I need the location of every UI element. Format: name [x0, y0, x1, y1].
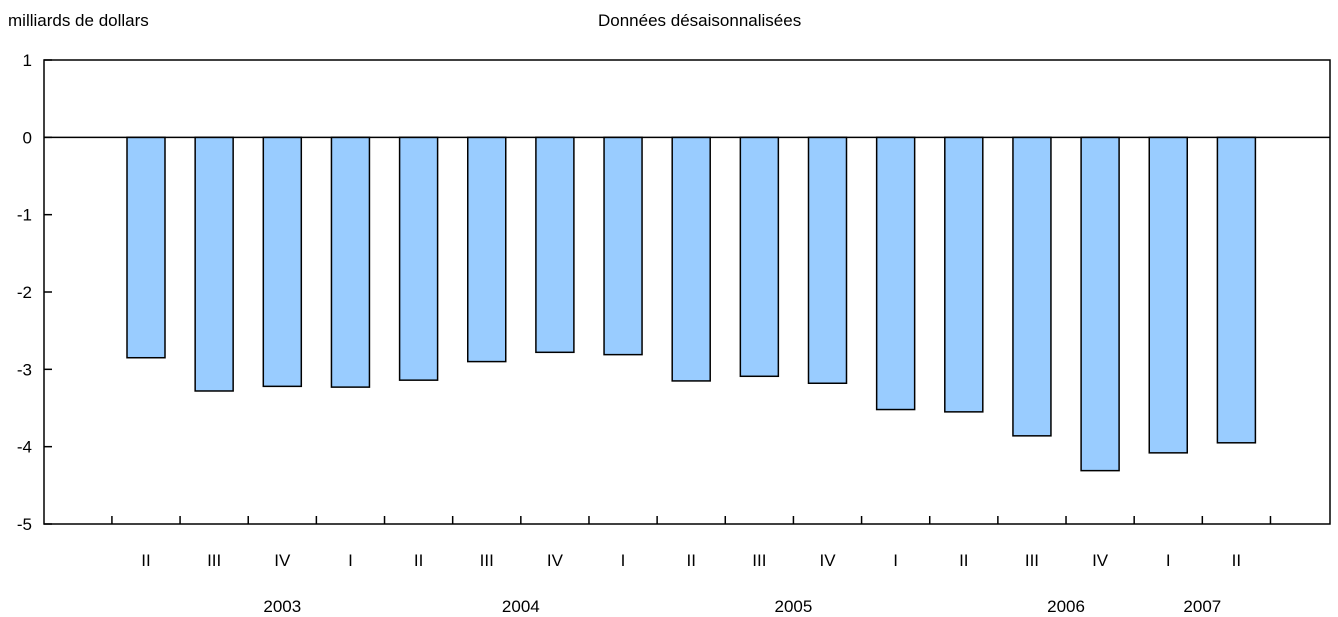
x-tick-label: II [1232, 551, 1241, 570]
x-tick-label: II [141, 551, 150, 570]
x-tick-label: II [414, 551, 423, 570]
x-tick-label: IV [274, 551, 291, 570]
bar [194, 136, 234, 392]
plot-area: 10-1-2-3-4-5II III IV I II III IV I II III IV I II II… [17, 51, 1331, 616]
x-tick-label: IV [1092, 551, 1109, 570]
y-tick-label: -5 [17, 515, 32, 534]
x-tick-label: I [348, 551, 353, 570]
year-label: 2007 [1183, 597, 1221, 616]
bar [126, 136, 166, 359]
bar [535, 136, 575, 354]
year-label: 2004 [502, 597, 540, 616]
year-label: 2006 [1047, 597, 1085, 616]
x-tick-label: III [207, 551, 221, 570]
x-tick-label: II [959, 551, 968, 570]
bar [944, 136, 984, 413]
y-tick-label: 1 [23, 51, 32, 70]
x-tick-label: III [480, 551, 494, 570]
bar [1080, 136, 1120, 472]
x-tick-label: III [1025, 551, 1039, 570]
y-tick-label: -4 [17, 438, 32, 457]
y-axis-label: milliards de dollars [8, 11, 149, 30]
bar [807, 136, 848, 385]
bar [262, 136, 303, 388]
bar [398, 136, 439, 381]
year-label: 2005 [775, 597, 813, 616]
year-label: 2003 [263, 597, 301, 616]
bar [603, 136, 643, 356]
bar [330, 136, 371, 388]
x-tick-label: IV [547, 551, 564, 570]
x-tick-label: II [686, 551, 695, 570]
x-tick-label: I [621, 551, 626, 570]
x-tick-label: III [752, 551, 766, 570]
x-tick-label: IV [819, 551, 836, 570]
bar [671, 136, 711, 382]
y-tick-label: 0 [23, 128, 32, 147]
y-tick-label: -2 [17, 283, 32, 302]
bar [739, 136, 780, 378]
bar [1148, 136, 1188, 454]
y-tick-label: -3 [17, 360, 32, 379]
bar [467, 136, 507, 363]
x-tick-label: I [893, 551, 898, 570]
bar [1012, 136, 1052, 437]
chart-subtitle: Données désaisonnalisées [598, 11, 801, 30]
bar [875, 136, 916, 411]
bar [1216, 136, 1257, 444]
x-tick-label: I [1166, 551, 1171, 570]
y-tick-label: -1 [17, 206, 32, 225]
